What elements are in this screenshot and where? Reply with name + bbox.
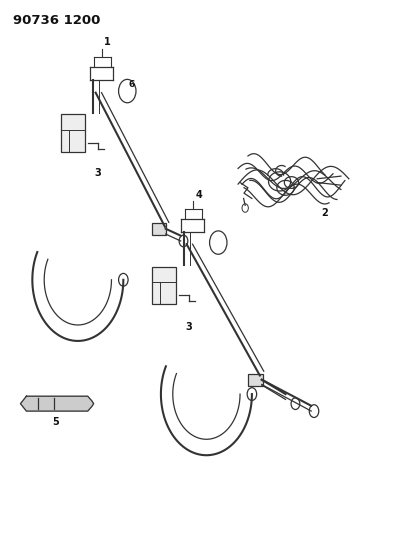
Text: 5: 5 bbox=[52, 417, 59, 427]
FancyBboxPatch shape bbox=[152, 266, 176, 304]
Text: 3: 3 bbox=[186, 321, 193, 332]
Polygon shape bbox=[21, 396, 94, 411]
Text: 3: 3 bbox=[95, 168, 102, 179]
Text: 6: 6 bbox=[129, 79, 135, 88]
Text: 1: 1 bbox=[104, 37, 111, 47]
FancyBboxPatch shape bbox=[152, 223, 166, 235]
FancyBboxPatch shape bbox=[61, 115, 85, 152]
Text: 4: 4 bbox=[196, 190, 202, 199]
FancyBboxPatch shape bbox=[249, 374, 262, 385]
Text: 90736 1200: 90736 1200 bbox=[13, 14, 100, 27]
Text: 2: 2 bbox=[321, 208, 328, 219]
